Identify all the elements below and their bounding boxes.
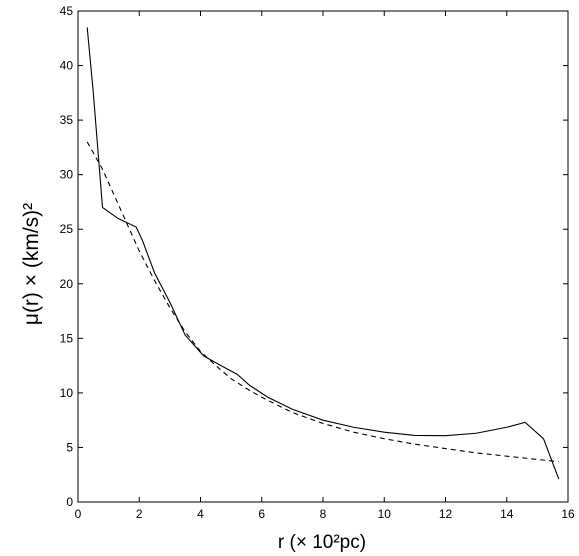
- series-line-dashed: [86, 141, 559, 463]
- series-line-solid: [86, 27, 560, 480]
- y-tick-label: 25: [60, 222, 74, 236]
- y-tick-label: 0: [66, 495, 73, 509]
- y-tick-label: 35: [60, 113, 74, 127]
- y-tick-label: 30: [60, 168, 74, 182]
- y-tick-label: 40: [60, 59, 74, 73]
- y-tick-label: 45: [60, 4, 74, 18]
- x-tick-label: 6: [258, 507, 265, 521]
- x-tick-label: 8: [320, 507, 327, 521]
- x-tick-label: 0: [75, 507, 82, 521]
- x-tick-label: 10: [378, 507, 392, 521]
- x-tick-label: 2: [136, 507, 143, 521]
- y-tick-label: 10: [60, 386, 74, 400]
- x-tick-label: 16: [561, 507, 575, 521]
- x-tick-label: 14: [500, 507, 514, 521]
- x-tick-label: 12: [439, 507, 453, 521]
- plot-frame: [77, 10, 569, 503]
- y-tick-label: 15: [60, 331, 74, 345]
- y-tick-label: 20: [60, 277, 74, 291]
- x-tick-label: 4: [197, 507, 204, 521]
- x-axis-title: r (× 10²pc): [278, 532, 366, 553]
- y-tick-label: 5: [66, 440, 73, 454]
- y-axis-title: μ(r) × (km/s)²: [20, 203, 43, 325]
